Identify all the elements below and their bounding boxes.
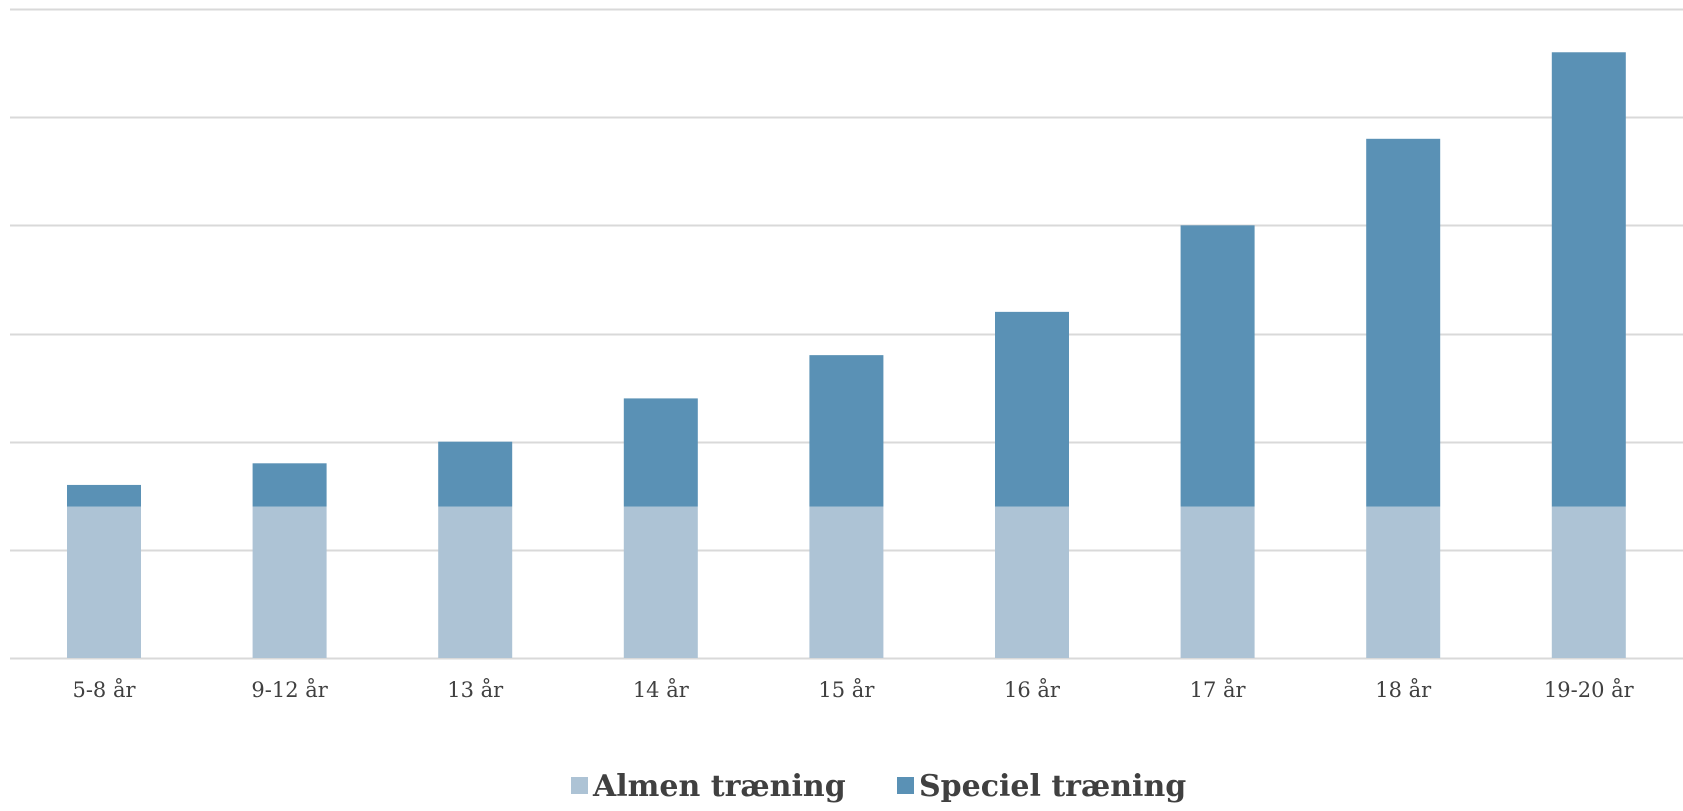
bar-speciel-træning <box>1366 138 1441 507</box>
x-tick-label: 5-8 år <box>72 678 136 702</box>
bar-almen-træning <box>252 506 327 658</box>
bar-speciel-træning <box>995 311 1069 507</box>
bar-almen-træning <box>995 506 1069 658</box>
bar-speciel-træning <box>67 484 141 507</box>
bar-almen-træning <box>809 506 884 658</box>
bar-speciel-træning <box>252 463 327 507</box>
bar-almen-træning <box>1180 506 1255 658</box>
bar-speciel-træning <box>809 355 884 507</box>
bars <box>67 52 1626 658</box>
x-axis-labels: 5-8 år 9-12 år 13 år 14 år 15 år 16 år 17 år 18… <box>72 678 1634 702</box>
bar-speciel-træning <box>1180 225 1255 507</box>
x-tick-label: 18 år <box>1375 678 1432 702</box>
legend-label: Speciel træning <box>919 769 1186 804</box>
x-tick-label: 9-12 år <box>251 678 328 702</box>
x-tick-label: 16 år <box>1004 678 1061 702</box>
bar-speciel-træning <box>623 398 698 507</box>
bar-speciel-træning <box>438 441 513 507</box>
bar-almen-træning <box>623 506 698 658</box>
x-tick-label: 15 år <box>818 678 875 702</box>
x-tick-label: 13 år <box>447 678 504 702</box>
x-tick-label: 19-20 år <box>1544 678 1635 702</box>
bar-almen-træning <box>1366 506 1441 658</box>
x-tick-label: 17 år <box>1190 678 1247 702</box>
legend: Almen træning Speciel træning <box>571 769 1186 804</box>
legend-swatch <box>571 777 588 794</box>
bar-speciel-træning <box>1551 52 1626 507</box>
legend-swatch <box>897 777 914 794</box>
x-tick-label: 14 år <box>633 678 690 702</box>
bar-almen-træning <box>67 506 141 658</box>
bar-almen-træning <box>438 506 513 658</box>
bar-almen-træning <box>1551 506 1626 658</box>
legend-label: Almen træning <box>592 769 846 804</box>
